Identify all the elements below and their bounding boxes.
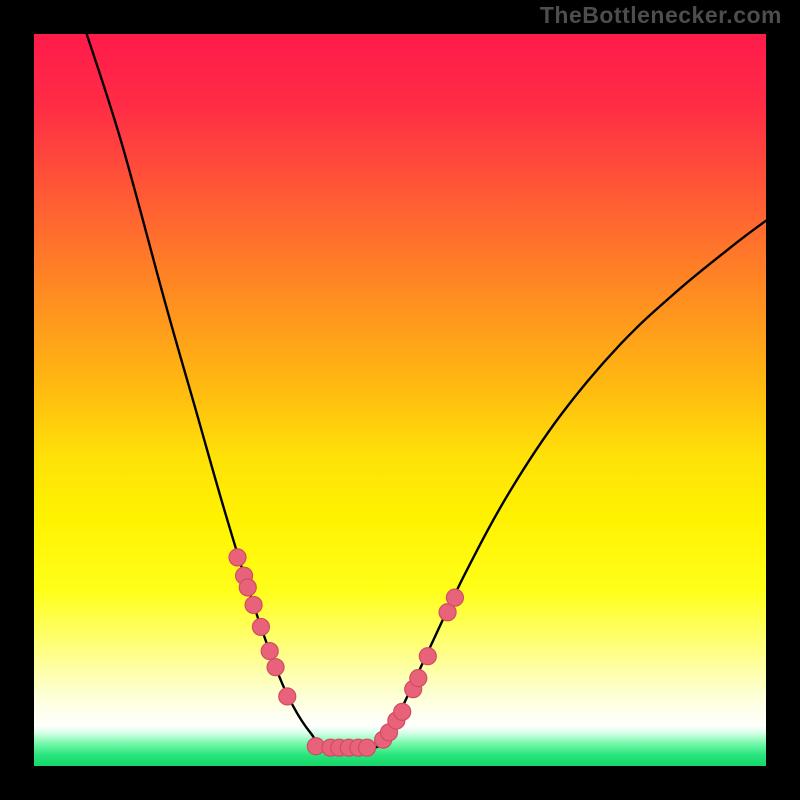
data-marker <box>394 703 411 720</box>
data-marker <box>245 596 262 613</box>
data-marker <box>229 549 246 566</box>
plot-content-group <box>87 34 766 756</box>
data-marker <box>419 648 436 665</box>
plot-svg-layer <box>0 0 800 800</box>
watermark-text: TheBottlenecker.com <box>540 2 782 29</box>
chart-stage: TheBottlenecker.com <box>0 0 800 800</box>
data-marker <box>239 579 256 596</box>
data-marker <box>410 670 427 687</box>
data-marker <box>446 589 463 606</box>
data-marker <box>267 659 284 676</box>
bottleneck-curve <box>87 34 766 750</box>
data-marker <box>359 739 376 756</box>
data-marker <box>261 643 278 660</box>
data-marker <box>279 688 296 705</box>
data-marker <box>252 618 269 635</box>
